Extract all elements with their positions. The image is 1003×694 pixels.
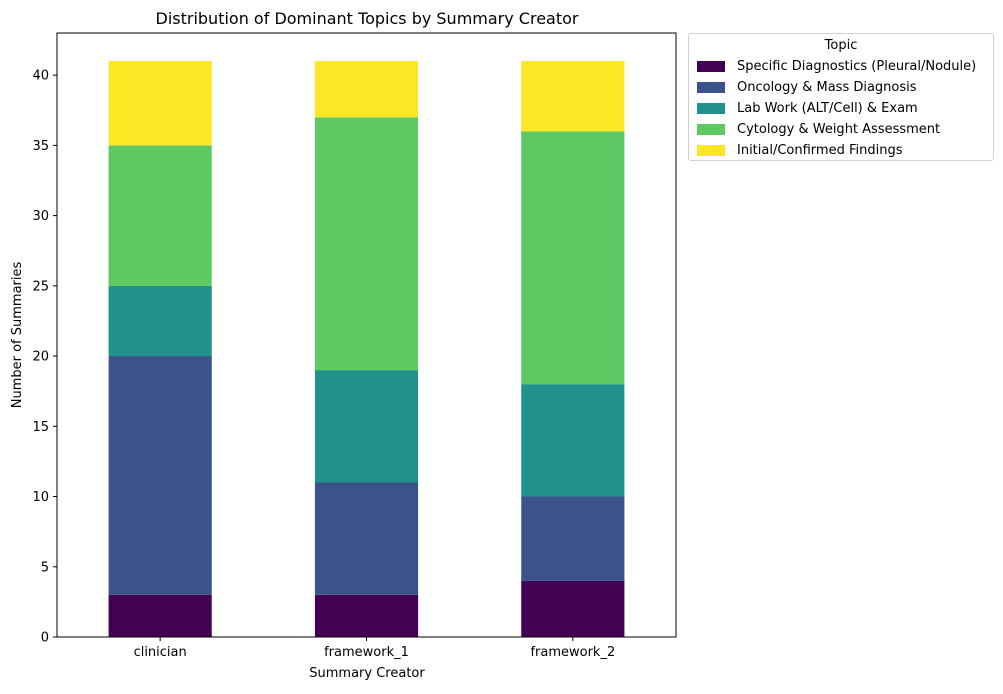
bar-segment <box>521 580 625 637</box>
y-tick-label: 15 <box>32 420 49 435</box>
legend-title: Topic <box>824 38 858 53</box>
x-tick-label: framework_2 <box>530 645 615 660</box>
bar-segment <box>108 356 212 595</box>
plot-frame <box>56 32 677 638</box>
legend-label: Cytology & Weight Assessment <box>737 121 941 137</box>
axes-layer: clinician framework_1 framework_2 0 5 10 15 20 2… <box>32 32 677 660</box>
bar-segment <box>314 117 419 371</box>
x-axis-label: Summary Creator <box>309 666 425 681</box>
legend-item-lab-work: Lab Work (ALT/Cell) & Exam <box>697 99 918 117</box>
legend-swatch <box>697 123 725 135</box>
bar-segment <box>521 61 625 132</box>
bar-segment <box>521 496 625 581</box>
bar-segment <box>314 594 419 637</box>
y-tick-label: 30 <box>32 209 49 224</box>
legend: Topic Specific Diagnostics (Pleural/Nodu… <box>688 33 994 161</box>
legend-label: Lab Work (ALT/Cell) & Exam <box>737 100 918 116</box>
y-tick-label: 35 <box>32 139 49 154</box>
bars-layer <box>108 61 625 637</box>
bar-segment <box>314 370 419 483</box>
legend-item-specific-diagnostics: Specific Diagnostics (Pleural/Nodule) <box>697 57 976 75</box>
legend-item-initial-findings: Initial/Confirmed Findings <box>697 141 902 159</box>
legend-swatch <box>697 144 725 156</box>
y-tick-label: 0 <box>41 631 49 646</box>
bar-segment <box>521 131 625 385</box>
bar-segment <box>314 61 419 118</box>
bar-segment <box>521 384 625 497</box>
y-tick-label: 25 <box>32 279 49 294</box>
legend-label: Oncology & Mass Diagnosis <box>737 79 917 95</box>
legend-item-cytology: Cytology & Weight Assessment <box>697 120 940 138</box>
y-tick-label: 5 <box>41 560 49 575</box>
bar-segment <box>314 482 419 595</box>
bar-segment <box>108 285 212 357</box>
y-tick-label: 20 <box>32 350 49 365</box>
y-axis-label: Number of Summaries <box>10 262 25 409</box>
chart-title: Distribution of Dominant Topics by Summa… <box>156 9 579 28</box>
y-tick-label: 10 <box>32 490 49 505</box>
legend-label: Initial/Confirmed Findings <box>737 142 903 158</box>
x-tick-label: clinician <box>134 645 187 660</box>
legend-label: Specific Diagnostics (Pleural/Nodule) <box>737 58 977 74</box>
legend-swatch <box>697 60 725 72</box>
x-tick-label: framework_1 <box>324 645 409 660</box>
bar-segment <box>108 145 212 286</box>
bar-segment <box>108 594 212 637</box>
y-tick-label: 40 <box>32 69 49 84</box>
legend-item-oncology: Oncology & Mass Diagnosis <box>697 78 917 96</box>
bar-segment <box>108 61 212 146</box>
legend-swatch <box>697 102 725 114</box>
legend-swatch <box>697 81 725 93</box>
